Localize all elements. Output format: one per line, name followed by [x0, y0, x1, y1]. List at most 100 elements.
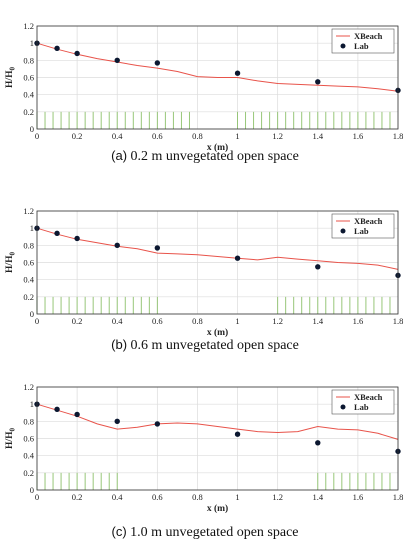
- x-tick-label: 0.4: [112, 131, 123, 141]
- x-tick-label: 1.4: [312, 492, 323, 502]
- y-tick-label: 1.2: [23, 21, 34, 31]
- data-point-lab: [234, 431, 241, 437]
- legend-box: [331, 28, 395, 54]
- x-tick-label: 0.2: [72, 131, 83, 141]
- x-tick-label: 1.8: [393, 492, 404, 502]
- y-tick-label: 0: [30, 485, 34, 495]
- y-axis-label-main: H/H: [5, 255, 15, 273]
- y-tick-label: 1: [30, 38, 34, 48]
- x-tick-label: 0.2: [72, 492, 83, 502]
- axis-frame: [36, 25, 399, 130]
- legend-swatch-lab: [340, 43, 346, 49]
- x-tick-label: 1.8: [393, 131, 404, 141]
- y-tick-label: 0.2: [23, 107, 34, 117]
- x-tick-label: 1.2: [272, 316, 283, 326]
- y-tick-label: 1: [30, 223, 34, 233]
- data-point-lab: [74, 235, 80, 242]
- x-tick-label: 0.4: [112, 492, 123, 502]
- caption-c-tag: (c): [111, 524, 127, 539]
- x-axis-label: x (m): [207, 327, 228, 338]
- legend-label-xbeach: XBeach: [354, 216, 383, 226]
- chart-panel-b: 0 0.2 0.4 0.6 0.8 1 1.2 1.4 1.6 1.8 0 0.2 0.4 0.6 0.8 1…: [5, 206, 404, 338]
- chart-panel-a: 0 0.2 0.4 0.6 0.8 1 1.2 1.4 1.6 1.8 0 0.2 0.4 0.6 0.8 1…: [5, 21, 404, 153]
- legend-label-xbeach: XBeach: [354, 31, 383, 41]
- series-line-xbeach: [36, 42, 399, 92]
- x-tick-label: 0.2: [72, 316, 83, 326]
- y-tick-label: 0.8: [23, 55, 34, 65]
- caption-a-tag: (a): [111, 148, 128, 163]
- y-axis-label: H/H0: [5, 428, 17, 449]
- data-point-lab: [54, 45, 60, 52]
- caption-c-text: 1.0 m unvegetated open space: [126, 525, 299, 540]
- x-tick-label: 0: [35, 492, 39, 502]
- x-tick-label: 1.6: [353, 131, 364, 141]
- data-point-lab: [54, 230, 60, 237]
- data-point-lab: [114, 418, 120, 425]
- y-axis-label-main: H/H: [5, 70, 15, 88]
- x-tick-label: 0: [35, 131, 39, 141]
- y-tick-label: 0.6: [23, 434, 34, 444]
- y-tick-label: 1.2: [23, 382, 34, 392]
- y-axis-label: H/H0: [5, 252, 17, 273]
- y-axis-label-subscript: 0: [9, 428, 17, 432]
- x-tick-label: 0.8: [192, 316, 203, 326]
- chart-panel-c: 0 0.2 0.4 0.6 0.8 1 1.2 1.4 1.6 1.8 0 0.2 0.4 0.6 0.8 1…: [5, 382, 404, 514]
- data-point-lab: [154, 60, 161, 66]
- legend-label-lab: Lab: [354, 41, 369, 51]
- x-tick-label: 1: [235, 131, 239, 141]
- y-axis-label-main: H/H: [5, 431, 15, 449]
- x-tick-label: 1: [235, 492, 239, 502]
- caption-b-tag: (b): [111, 337, 128, 352]
- x-tick-label: 1.2: [272, 131, 283, 141]
- y-tick-label: 1.2: [23, 206, 34, 216]
- y-tick-label: 0.4: [23, 451, 34, 461]
- y-tick-label: 1: [30, 399, 34, 409]
- data-point-lab: [54, 406, 60, 413]
- x-tick-label: 0.8: [192, 492, 203, 502]
- y-tick-label: 0: [30, 124, 34, 134]
- x-tick-label: 0.4: [112, 316, 123, 326]
- data-point-lab: [154, 245, 161, 251]
- x-tick-label: 0: [35, 316, 39, 326]
- y-tick-label: 0.2: [23, 468, 34, 478]
- caption-a-text: 0.2 m unvegetated open space: [127, 149, 299, 164]
- y-tick-label: 0.4: [23, 90, 34, 100]
- x-tick-label: 1.4: [312, 316, 323, 326]
- series-line-xbeach: [36, 227, 399, 270]
- caption-a: (a) 0.2 m unvegetated open space: [0, 148, 410, 165]
- legend-box: [331, 213, 395, 239]
- data-point-lab: [114, 57, 120, 64]
- data-point-lab: [315, 264, 321, 270]
- data-point-lab: [234, 70, 241, 76]
- y-tick-label: 0.4: [23, 275, 34, 285]
- caption-b-text: 0.6 m unvegetated open space: [127, 338, 299, 353]
- x-tick-label: 1: [235, 316, 239, 326]
- x-tick-label: 0.6: [152, 492, 163, 502]
- y-axis-label: H/H0: [5, 67, 17, 88]
- axis-frame: [36, 210, 399, 315]
- y-axis-label-subscript: 0: [9, 67, 17, 71]
- y-axis-label-subscript: 0: [9, 252, 17, 256]
- x-tick-label: 1.2: [272, 492, 283, 502]
- x-tick-label: 0.8: [192, 131, 203, 141]
- data-point-lab: [234, 255, 241, 261]
- legend-swatch-lab: [340, 228, 346, 234]
- data-point-lab: [74, 411, 80, 418]
- data-point-lab: [154, 421, 161, 427]
- data-point-lab: [114, 242, 120, 249]
- data-point-lab: [315, 79, 321, 85]
- x-tick-label: 0.6: [152, 316, 163, 326]
- caption-b: (b) 0.6 m unvegetated open space: [0, 337, 410, 354]
- x-tick-label: 1.4: [312, 131, 323, 141]
- legend-swatch-lab: [340, 404, 346, 410]
- y-tick-label: 0.8: [23, 240, 34, 250]
- y-tick-label: 0.2: [23, 292, 34, 302]
- x-tick-label: 1.8: [393, 316, 404, 326]
- x-axis-label: x (m): [207, 142, 228, 153]
- axis-frame: [36, 386, 399, 491]
- y-tick-label: 0.6: [23, 258, 34, 268]
- x-tick-label: 1.6: [353, 316, 364, 326]
- legend-box: [331, 389, 395, 415]
- y-tick-label: 0.6: [23, 73, 34, 83]
